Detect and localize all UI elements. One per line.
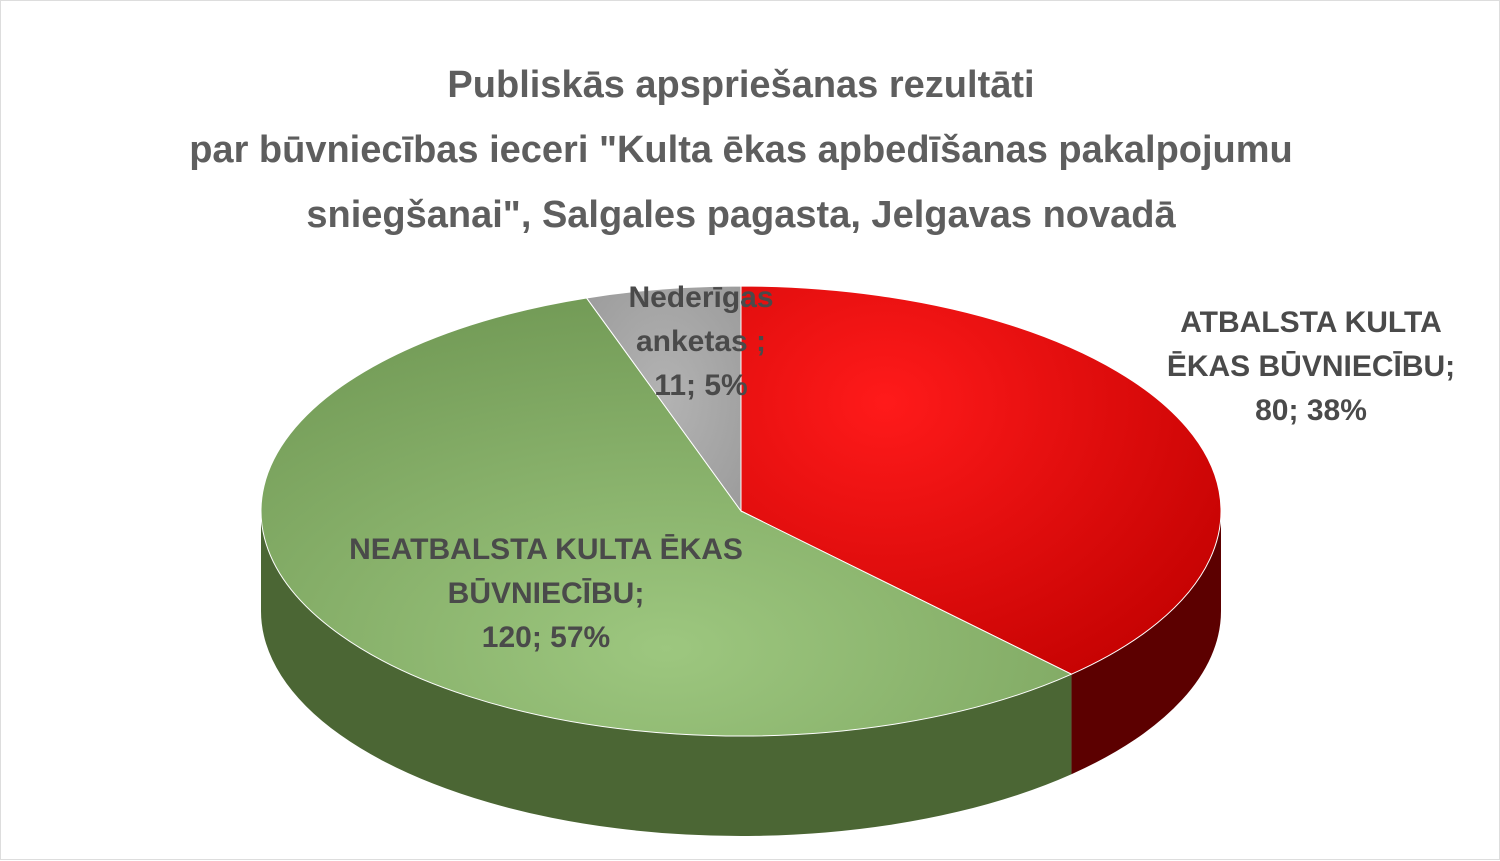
label-value: 80; 38% [1255,394,1367,427]
data-label: NEATBALSTA KULTA ĒKAS BŪVNIECĪBU; 120; 57… [331,528,761,660]
label-value: 120; 57% [481,621,611,654]
label-category: ATBALSTA KULTA ĒKAS BŪVNIECĪBU; [1166,306,1456,383]
slice-side [261,511,1072,836]
label-category: Nederīgas anketas ; [628,281,774,358]
data-label: Nederīgas anketas ; 11; 5% [591,276,811,408]
data-label: ATBALSTA KULTA ĒKAS BŪVNIECĪBU; 80; 38% [1151,301,1471,433]
chart-title: Publiskās apspriešanas rezultāti par būv… [189,64,1293,236]
slice [260,297,1073,737]
slice [740,285,1222,675]
slice [585,285,742,513]
label-category: NEATBALSTA KULTA ĒKAS BŪVNIECĪBU; [349,533,743,610]
slice-side [1071,511,1221,775]
label-value: 11; 5% [654,369,748,402]
